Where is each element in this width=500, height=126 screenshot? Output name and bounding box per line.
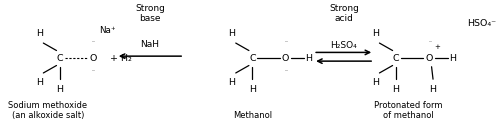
Text: H: H [249, 85, 256, 94]
Text: ··: ·· [92, 39, 96, 44]
Text: H₂SO₄: H₂SO₄ [330, 41, 357, 50]
Text: C: C [56, 54, 63, 62]
Text: ··: ·· [284, 68, 288, 73]
Text: C: C [249, 54, 256, 62]
Text: Na⁺: Na⁺ [100, 26, 116, 35]
Text: H: H [372, 78, 379, 87]
Text: C: C [392, 54, 400, 62]
Text: O: O [282, 54, 289, 62]
Text: O: O [426, 54, 433, 62]
Text: ··: ·· [92, 68, 96, 73]
Text: HSO₄⁻: HSO₄⁻ [466, 19, 496, 28]
Text: ··: ·· [428, 39, 432, 44]
Text: H: H [228, 78, 235, 87]
Text: Methanol: Methanol [233, 111, 272, 120]
Text: Strong
base: Strong base [135, 4, 165, 23]
Text: H: H [430, 85, 436, 94]
Text: Sodium methoxide
(an alkoxide salt): Sodium methoxide (an alkoxide salt) [8, 101, 87, 120]
Text: H: H [372, 29, 379, 38]
Text: Protonated form
of methanol: Protonated form of methanol [374, 101, 442, 120]
Text: ··: ·· [284, 39, 288, 44]
Text: H: H [449, 54, 456, 62]
Text: H: H [392, 85, 400, 94]
Text: H: H [36, 78, 43, 87]
Text: H: H [306, 54, 312, 62]
Text: H: H [56, 85, 64, 94]
Text: O: O [90, 54, 96, 62]
Text: NaH: NaH [140, 40, 160, 49]
Text: +: + [434, 44, 440, 50]
Text: H: H [228, 29, 235, 38]
Text: + H₂: + H₂ [110, 54, 132, 62]
Text: H: H [36, 29, 43, 38]
Text: Strong
acid: Strong acid [329, 4, 359, 23]
